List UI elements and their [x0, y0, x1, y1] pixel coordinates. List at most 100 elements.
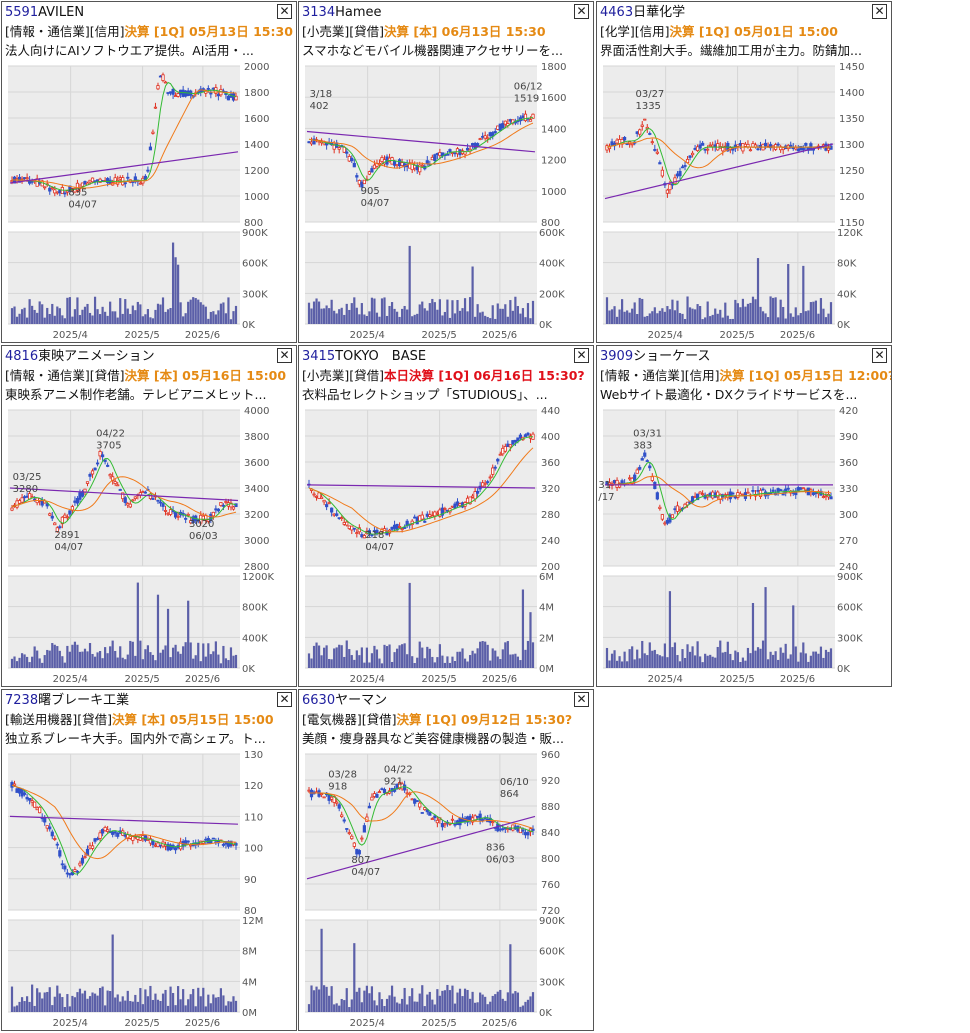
card-title[interactable]: 3134Hamee	[302, 4, 382, 21]
card-title[interactable]: 4463日華化学	[600, 4, 685, 21]
volume-bar	[438, 299, 441, 324]
volume-bar	[398, 316, 401, 324]
company-description: 東映系アニメ制作老舗。テレビアニメヒット...	[5, 387, 267, 402]
volume-bar	[98, 987, 102, 1012]
candle-body	[173, 511, 178, 518]
card-title[interactable]: 3415TOKYO BASE	[302, 348, 426, 365]
ma-short-line	[308, 436, 534, 535]
volume-bar	[134, 655, 137, 668]
volume-bar	[761, 640, 765, 668]
candle-body	[690, 152, 695, 156]
volume-bar	[754, 650, 757, 668]
volume-bar	[531, 300, 535, 324]
card-title[interactable]: 7238曙ブレーキ工業	[5, 692, 129, 709]
stock-card[interactable]: 3134Hamee ✕ [小売業][貸借]決算 [本] 06月13日 15:30 スマ…	[298, 1, 594, 343]
volume-bar	[521, 1005, 525, 1012]
volume-tick-label: 0K	[837, 320, 850, 331]
candle-body	[90, 845, 95, 849]
volume-bar	[794, 646, 797, 668]
volume-bar	[474, 1002, 477, 1012]
volume-bar	[171, 242, 175, 324]
volume-bar	[46, 307, 49, 324]
volume-bar	[526, 640, 530, 668]
candle-body	[708, 144, 712, 147]
stock-card[interactable]: 6630ヤーマン ✕ [電気機器][貸借]決算 [1Q] 09月12日 15:30?…	[298, 689, 594, 1031]
card-title[interactable]: 4816東映アニメーション	[5, 348, 155, 365]
volume-bar	[179, 302, 182, 324]
volume-bar	[358, 987, 361, 1012]
stock-card[interactable]: 4463日華化学 ✕ [化学][信用]決算 [1Q] 05月01日 15:00 界面活…	[596, 1, 892, 343]
card-title[interactable]: 5591AVILEN	[5, 4, 84, 21]
candle-body	[481, 819, 485, 821]
volume-bar	[756, 258, 760, 324]
close-x-icon[interactable]: ✕	[277, 692, 292, 707]
volume-bar	[363, 314, 366, 324]
close-x-icon[interactable]: ✕	[277, 4, 292, 19]
close-x-icon[interactable]: ✕	[574, 348, 589, 363]
x-axis-label: 2025/5	[125, 1018, 160, 1029]
volume-bar	[403, 987, 406, 1012]
candle-body	[440, 507, 444, 516]
volume-bar	[214, 314, 217, 324]
stock-card[interactable]: 5591AVILEN ✕ [情報・通信業][信用]決算 [1Q] 05月13日 15…	[1, 1, 297, 343]
volume-bar	[174, 257, 177, 324]
close-x-icon[interactable]: ✕	[872, 4, 887, 19]
volume-bar	[111, 311, 114, 324]
volume-bar	[144, 314, 147, 324]
candle-body	[468, 496, 472, 505]
volume-bar	[217, 997, 220, 1012]
candle-body	[443, 508, 447, 510]
volume-bar	[129, 313, 132, 324]
volume-bar	[227, 660, 230, 668]
stock-card[interactable]: 3415TOKYO BASE ✕ [小売業][貸借]本日決算 [1Q] 06月16日…	[298, 345, 594, 687]
candle-body	[458, 817, 462, 826]
volume-bar	[395, 1002, 399, 1012]
volume-bar	[494, 318, 497, 324]
close-x-icon[interactable]: ✕	[872, 348, 887, 363]
volume-bar	[709, 316, 712, 324]
candle-body	[126, 176, 130, 179]
volume-bar	[58, 308, 61, 324]
volume-bar	[315, 986, 318, 1012]
candle-body	[746, 143, 750, 148]
card-tags-line: [情報・通信業][信用]決算 [1Q] 05月15日 12:00?	[600, 367, 891, 384]
candle-body	[48, 826, 52, 830]
volume-bar	[631, 646, 634, 668]
close-x-icon[interactable]: ✕	[574, 692, 589, 707]
candle-body	[430, 818, 434, 820]
volume-bar	[468, 998, 472, 1012]
volume-tick-label: 8M	[242, 947, 257, 958]
volume-bar	[368, 662, 371, 668]
volume-bar	[177, 264, 180, 324]
volume-tick-label: 0M	[242, 1008, 257, 1019]
price-tick-label: 90	[244, 875, 257, 886]
candle-body	[648, 133, 652, 135]
volume-bar	[716, 313, 719, 324]
stock-card[interactable]: 7238曙ブレーキ工業 ✕ [輸送用機器][貸借]決算 [本] 05月15日 15:…	[1, 689, 297, 1031]
volume-bar	[648, 642, 651, 668]
volume-bar	[638, 297, 641, 324]
price-tick-label: 4000	[244, 406, 269, 417]
volume-bar	[383, 644, 386, 668]
candle-body	[78, 492, 82, 500]
candle-body	[445, 153, 450, 156]
close-x-icon[interactable]: ✕	[574, 4, 589, 19]
card-title[interactable]: 6630ヤーマン	[302, 692, 387, 709]
candle-body	[224, 501, 228, 503]
candle-body	[605, 145, 609, 151]
volume-bar	[721, 652, 724, 668]
volume-bar	[15, 661, 19, 668]
stock-card[interactable]: 3909ショーケース ✕ [情報・通信業][信用]決算 [1Q] 05月15日 12…	[596, 345, 892, 687]
stock-card[interactable]: 4816東映アニメーション ✕ [情報・通信業][貸借]決算 [本] 05月16日 …	[1, 345, 297, 687]
candle-body	[501, 828, 505, 831]
volume-bar	[618, 309, 621, 324]
volume-bar	[456, 651, 459, 668]
candle-body	[756, 148, 760, 151]
candle-body	[131, 836, 135, 841]
close-x-icon[interactable]: ✕	[277, 348, 292, 363]
volume-bar	[131, 305, 134, 324]
price-annotation: /17	[598, 492, 614, 503]
candle-body	[98, 832, 102, 839]
card-title[interactable]: 3909ショーケース	[600, 348, 710, 365]
